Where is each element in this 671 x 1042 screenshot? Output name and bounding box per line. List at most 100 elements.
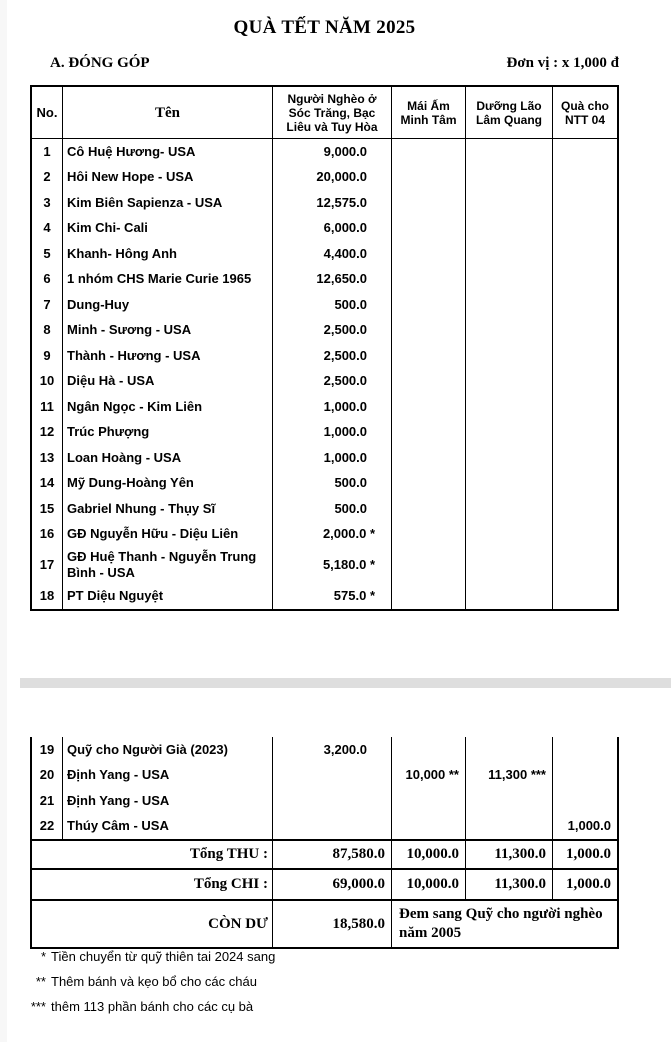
row-number: 7 bbox=[32, 292, 63, 318]
table-body-page1: 1 Cô Huệ Hương- USA 9,000.0 2 Hôi New Hope -… bbox=[32, 139, 617, 609]
amount-qua bbox=[553, 216, 617, 242]
page-left-margin-strip bbox=[0, 0, 7, 1042]
amount-qua bbox=[553, 737, 617, 763]
amount-duong-lao bbox=[466, 292, 553, 318]
row-number: 18 bbox=[32, 583, 63, 609]
row-number: 2 bbox=[32, 164, 63, 190]
amount-ngheo: 9,000.0 bbox=[273, 139, 392, 165]
donor-name: Dung-Huy bbox=[63, 292, 273, 318]
amount-ngheo: 12,650.0 bbox=[273, 266, 392, 292]
amount-duong-lao bbox=[466, 368, 553, 394]
amount-qua bbox=[553, 292, 617, 318]
total-thu-label: Tổng THU : bbox=[32, 841, 273, 868]
donor-name: GĐ Nguyễn Hữu - Diệu Liên bbox=[63, 521, 273, 547]
table-row: 11 Ngân Ngọc - Kim Liên 1,000.0 bbox=[32, 394, 617, 420]
row-number: 16 bbox=[32, 521, 63, 547]
amount-mai-am bbox=[392, 583, 466, 609]
page-title: QUÀ TẾT NĂM 2025 bbox=[233, 17, 416, 38]
amount-qua bbox=[553, 241, 617, 267]
amount-duong-lao bbox=[466, 241, 553, 267]
amount-qua: 1,000.0 bbox=[567, 818, 611, 834]
amount-mai-am bbox=[392, 394, 466, 420]
donor-name: Diệu Hà - USA bbox=[63, 368, 273, 394]
column-header-duong-lao: Dưỡng Lão Lâm Quang bbox=[466, 87, 553, 139]
table-row: 16 GĐ Nguyễn Hữu - Diệu Liên 2,000.0 * bbox=[32, 521, 617, 547]
amount-duong-lao bbox=[466, 266, 553, 292]
amount-mai-am bbox=[392, 139, 466, 165]
footnote-line: ** Thêm bánh và kẹo bổ cho các cháu bbox=[26, 974, 275, 999]
amount-duong-lao bbox=[466, 583, 553, 609]
amount-mai-am bbox=[392, 547, 466, 583]
donor-name: Loan Hoàng - USA bbox=[63, 445, 273, 471]
footnote-text: Tiền chuyển từ quỹ thiên tai 2024 sang bbox=[51, 949, 276, 964]
amount-duong-lao bbox=[466, 317, 553, 343]
amount-duong-lao bbox=[466, 139, 553, 165]
table-body-page2: 19 Quỹ cho Người Già (2023) 3,200.0 20 Định … bbox=[32, 737, 617, 839]
donations-table-page2: 19 Quỹ cho Người Già (2023) 3,200.0 20 Định … bbox=[30, 737, 619, 949]
amount-mai-am bbox=[392, 292, 466, 318]
donor-name: Gabriel Nhung - Thụy Sĩ bbox=[63, 496, 273, 522]
amount-duong-lao bbox=[466, 190, 553, 216]
total-thu-ngheo: 87,580.0 bbox=[273, 841, 392, 868]
row-number: 17 bbox=[32, 547, 63, 583]
amount-mai-am bbox=[392, 419, 466, 445]
amount-qua bbox=[553, 547, 617, 583]
amount-ngheo bbox=[273, 788, 392, 814]
amount-duong-lao bbox=[466, 445, 553, 471]
amount-mai-am bbox=[392, 521, 466, 547]
amount-mai-am: 10,000 ** bbox=[392, 762, 466, 788]
amount-qua bbox=[553, 471, 617, 497]
amount-mai-am bbox=[392, 190, 466, 216]
row-number: 1 bbox=[32, 139, 63, 165]
amount-duong-lao bbox=[466, 737, 553, 763]
amount-mai-am bbox=[392, 470, 466, 496]
table-row: 20 Định Yang - USA 10,000 ** 11,300 *** bbox=[32, 762, 617, 788]
donor-name: Kim Biên Sapienza - USA bbox=[63, 190, 273, 216]
donor-name: Ngân Ngọc - Kim Liên bbox=[63, 394, 273, 420]
amount-ngheo: 6,000.0 bbox=[273, 215, 392, 241]
table-row: 21 Định Yang - USA bbox=[32, 788, 617, 814]
table-row: 10 Diệu Hà - USA 2,500.0 bbox=[32, 368, 617, 394]
amount-ngheo: 1,000.0 bbox=[273, 419, 392, 445]
table-row: 5 Khanh- Hông Anh 4,400.0 bbox=[32, 241, 617, 267]
amount-mai-am bbox=[392, 737, 466, 763]
row-number: 19 bbox=[32, 737, 63, 763]
donor-name: Thúy Câm - USA bbox=[63, 813, 273, 839]
table-row: 7 Dung-Huy 500.0 bbox=[32, 292, 617, 318]
total-thu-row: Tổng THU : 87,580.0 10,000.0 11,300.0 1,… bbox=[32, 839, 617, 868]
amount-qua bbox=[553, 394, 617, 420]
amount-ngheo: 575.0 * bbox=[273, 583, 392, 609]
balance-note: Đem sang Quỹ cho người nghèo năm 2005 bbox=[399, 906, 603, 941]
total-chi-label: Tổng CHI : bbox=[32, 870, 273, 899]
table-row: 2 Hôi New Hope - USA 20,000.0 bbox=[32, 164, 617, 190]
row-number: 9 bbox=[32, 343, 63, 369]
table-row: 12 Trúc Phượng 1,000.0 bbox=[32, 419, 617, 445]
column-header-mai-am: Mái Ấm Minh Tâm bbox=[392, 87, 466, 139]
row-number: 8 bbox=[32, 317, 63, 343]
page-break-band bbox=[20, 678, 671, 688]
row-number: 15 bbox=[32, 496, 63, 522]
amount-ngheo: 1,000.0 bbox=[273, 394, 392, 420]
amount-duong-lao bbox=[466, 521, 553, 547]
total-thu-mai-am: 10,000.0 bbox=[392, 841, 466, 868]
balance-label: CÒN DƯ bbox=[32, 901, 273, 947]
unit-label: Đơn vị : x 1,000 đ bbox=[506, 55, 620, 71]
row-number: 20 bbox=[32, 762, 63, 788]
amount-qua bbox=[553, 139, 617, 165]
amount-duong-lao bbox=[466, 215, 553, 241]
amount-qua bbox=[553, 788, 617, 814]
amount-mai-am bbox=[392, 813, 466, 839]
donor-name: Thành - Hương - USA bbox=[63, 343, 273, 369]
footnote-text: Thêm bánh và kẹo bổ cho các cháu bbox=[51, 974, 257, 989]
amount-mai-am bbox=[392, 215, 466, 241]
amount-ngheo: 20,000.0 bbox=[273, 164, 392, 190]
amount-ngheo: 5,180.0 * bbox=[273, 547, 392, 583]
column-header-qua-ntt: Quà cho NTT 04 bbox=[553, 87, 617, 139]
amount-mai-am bbox=[392, 317, 466, 343]
row-number: 4 bbox=[32, 215, 63, 241]
amount-ngheo: 12,575.0 bbox=[273, 190, 392, 216]
table-row: 15 Gabriel Nhung - Thụy Sĩ 500.0 bbox=[32, 496, 617, 522]
table-row: 1 Cô Huệ Hương- USA 9,000.0 bbox=[32, 139, 617, 165]
amount-qua bbox=[553, 445, 617, 471]
